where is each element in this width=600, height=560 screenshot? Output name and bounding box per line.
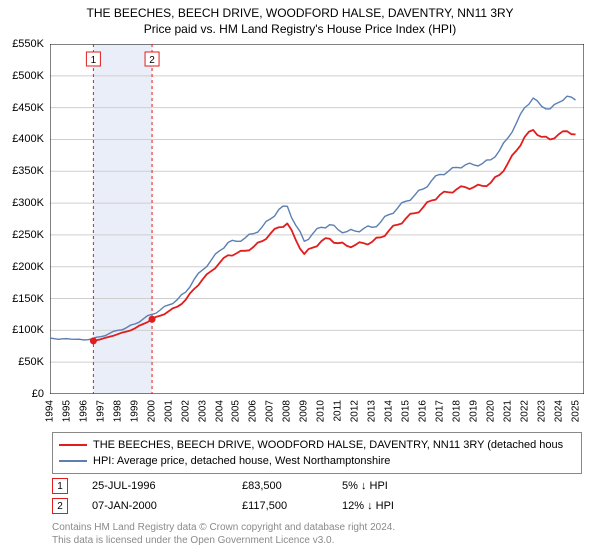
trade-badge: 1 [52,478,68,494]
x-tick-label: 2005 [231,400,242,422]
x-tick-label: 2003 [197,400,208,422]
x-tick-label: 2009 [299,400,310,422]
x-tick-label: 2011 [333,400,344,422]
credits-line1: Contains HM Land Registry data © Crown c… [52,522,582,535]
trade-diff: 12% ↓ HPI [342,500,442,512]
x-axis-labels: 1994199519961997199819992000200120022003… [50,396,584,436]
legend-text: THE BEECHES, BEECH DRIVE, WOODFORD HALSE… [93,439,563,451]
trade-diff: 5% ↓ HPI [342,480,442,492]
trade-table: 1 25-JUL-1996£83,5005% ↓ HPI 2 07-JAN-2000£… [52,476,582,516]
x-tick-label: 2023 [536,400,547,422]
x-tick-label: 2002 [180,400,191,422]
y-tick-label: £550K [12,38,44,50]
trade-date: 07-JAN-2000 [92,500,242,512]
chart-svg: 12 [50,44,584,394]
y-tick-label: £150K [12,293,44,305]
legend-text: HPI: Average price, detached house, West… [93,455,390,467]
credits-block: Contains HM Land Registry data © Crown c… [52,522,582,547]
x-tick-label: 2016 [417,400,428,422]
x-tick-label: 1999 [129,400,140,422]
x-tick-label: 1995 [61,400,72,422]
x-tick-label: 2001 [163,400,174,422]
y-tick-label: £250K [12,229,44,241]
x-tick-label: 2004 [214,400,225,422]
title-block: THE BEECHES, BEECH DRIVE, WOODFORD HALSE… [0,6,600,36]
x-tick-label: 2019 [468,400,479,422]
trade-price: £117,500 [242,500,342,512]
y-tick-label: £0 [32,388,44,400]
x-tick-label: 2000 [146,400,157,422]
trade-price: £83,500 [242,480,342,492]
x-tick-label: 1998 [112,400,123,422]
y-tick-label: £400K [12,133,44,145]
svg-text:1: 1 [91,55,97,66]
x-tick-label: 2022 [519,400,530,422]
x-tick-label: 2020 [485,400,496,422]
x-tick-label: 2006 [248,400,259,422]
x-tick-label: 1994 [45,400,56,422]
x-tick-label: 2015 [401,400,412,422]
legend-box: THE BEECHES, BEECH DRIVE, WOODFORD HALSE… [52,432,582,474]
x-tick-label: 2010 [316,400,327,422]
x-tick-label: 2008 [282,400,293,422]
title-line1: THE BEECHES, BEECH DRIVE, WOODFORD HALSE… [0,6,600,20]
y-tick-label: £50K [18,356,44,368]
x-tick-label: 2013 [367,400,378,422]
legend-row: HPI: Average price, detached house, West… [59,453,575,469]
x-tick-label: 2021 [502,400,513,422]
trade-row: 1 25-JUL-1996£83,5005% ↓ HPI [52,476,582,496]
x-tick-label: 2025 [570,400,581,422]
x-tick-label: 1996 [78,400,89,422]
y-tick-label: £350K [12,165,44,177]
legend-swatch [59,460,87,462]
title-line2: Price paid vs. HM Land Registry's House … [0,22,600,36]
credits-line2: This data is licensed under the Open Gov… [52,535,582,548]
x-tick-label: 2014 [384,400,395,422]
plot-area: 12 [50,44,584,394]
y-tick-label: £450K [12,102,44,114]
x-tick-label: 2007 [265,400,276,422]
x-tick-label: 1997 [95,400,106,422]
x-tick-label: 2012 [350,400,361,422]
y-tick-label: £200K [12,261,44,273]
legend-swatch [59,444,87,446]
y-tick-label: £300K [12,197,44,209]
trade-badge: 2 [52,498,68,514]
x-tick-label: 2018 [451,400,462,422]
x-tick-label: 2024 [553,400,564,422]
y-axis-labels: £0£50K£100K£150K£200K£250K£300K£350K£400… [0,44,48,394]
svg-text:2: 2 [149,55,155,66]
legend-row: THE BEECHES, BEECH DRIVE, WOODFORD HALSE… [59,437,575,453]
y-tick-label: £500K [12,70,44,82]
y-tick-label: £100K [12,324,44,336]
trade-date: 25-JUL-1996 [92,480,242,492]
trade-row: 2 07-JAN-2000£117,50012% ↓ HPI [52,496,582,516]
chart-frame: THE BEECHES, BEECH DRIVE, WOODFORD HALSE… [0,0,600,560]
x-tick-label: 2017 [434,400,445,422]
